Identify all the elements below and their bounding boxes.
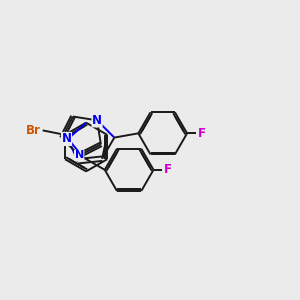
Text: F: F	[197, 127, 206, 140]
Text: N: N	[61, 133, 71, 146]
Text: F: F	[164, 163, 172, 176]
Text: N: N	[92, 114, 102, 127]
Text: Br: Br	[26, 124, 40, 137]
Text: N: N	[75, 151, 84, 160]
